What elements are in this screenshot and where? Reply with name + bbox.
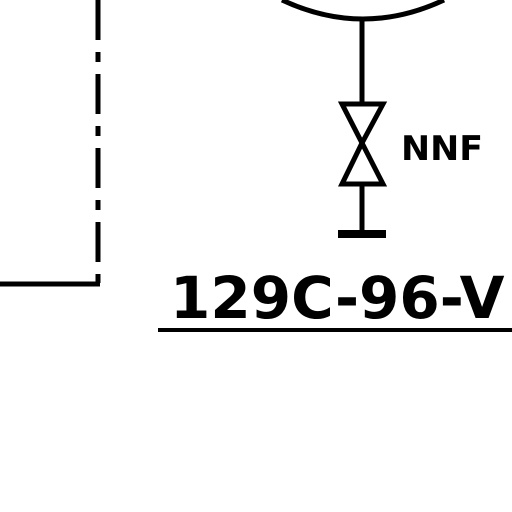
line-tag-label: 129C-96-V	[170, 264, 505, 332]
gate-valve-icon	[337, 101, 388, 187]
valve-note-label: NNF	[401, 129, 483, 169]
vessel-bottom-arc	[280, 0, 446, 22]
